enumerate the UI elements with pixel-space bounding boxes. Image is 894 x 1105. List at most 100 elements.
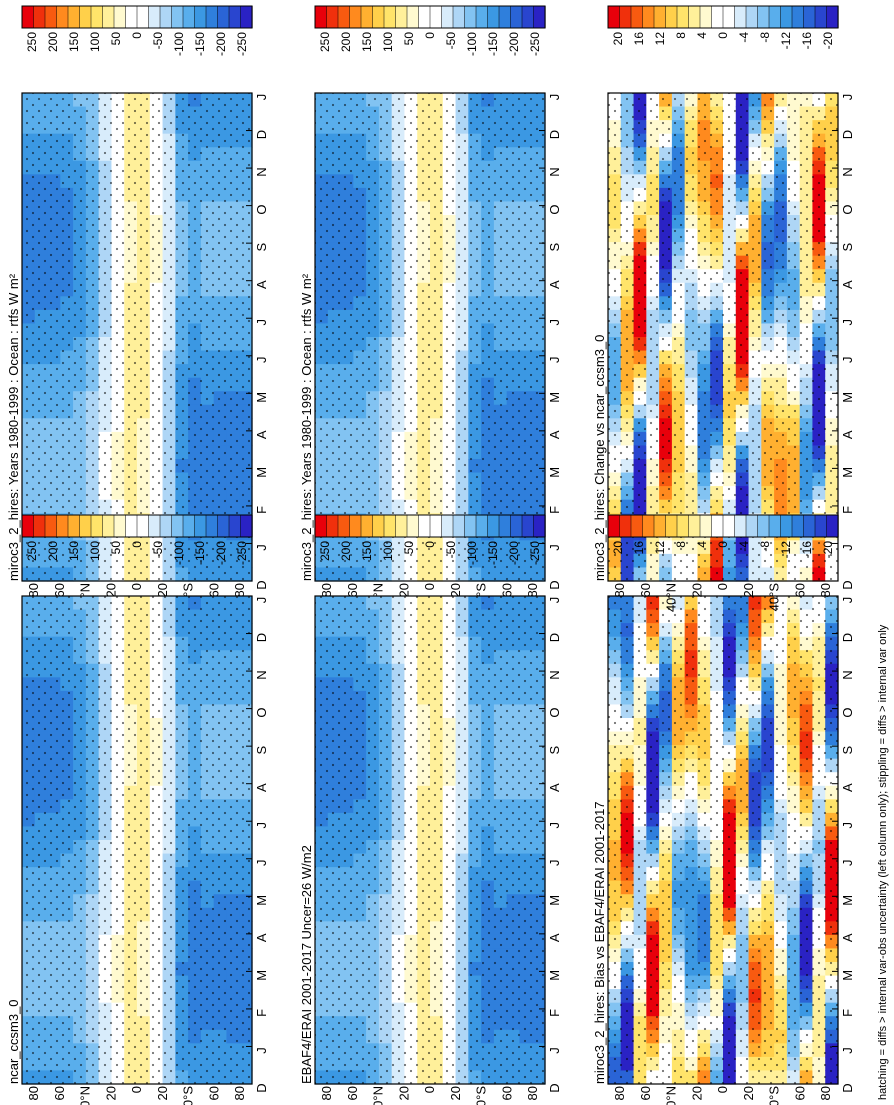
colorbar-label: 250 <box>318 32 332 52</box>
colorbar-label: -50 <box>151 541 165 559</box>
colorbar-swatch <box>349 5 362 29</box>
colorbar-swatch <box>441 5 454 29</box>
month-tick-label: A <box>547 783 562 792</box>
latitude-tick-label: 40°S <box>767 1086 782 1105</box>
latitude-tick-label: 0 <box>129 1086 144 1093</box>
month-tick-label: M <box>547 467 562 478</box>
colorbar-label: 100 <box>88 541 102 561</box>
colorbar-label: -8 <box>758 541 772 552</box>
month-tick-label: J <box>547 94 562 101</box>
latitude-tick-label: 60 <box>52 1086 67 1100</box>
month-tick-label: M <box>547 392 562 403</box>
colorbar-swatch <box>757 514 770 538</box>
colorbar-label: -16 <box>800 32 814 50</box>
month-tick-label: J <box>840 822 855 829</box>
colorbar-swatch <box>125 514 138 538</box>
colorbar-swatch <box>665 514 678 538</box>
colorbar-swatch <box>182 5 196 29</box>
month-tick-label: O <box>547 708 562 718</box>
colorbar-swatch <box>171 514 184 538</box>
colorbar-swatch <box>67 514 81 538</box>
latitude-tick-label: 20 <box>396 583 411 597</box>
month-tick-label: J <box>254 597 269 604</box>
colorbar-swatch <box>90 514 104 538</box>
month-tick-label: J <box>254 357 269 364</box>
colorbar-label: 8 <box>674 541 688 548</box>
colorbar-swatch <box>372 5 385 29</box>
colorbar-swatch <box>791 514 805 538</box>
latitude-tick-label: 80 <box>525 1086 540 1100</box>
colorbar-label: -250 <box>235 541 249 565</box>
month-tick-label: N <box>547 670 562 679</box>
colorbar-label: 150 <box>360 541 374 561</box>
colorbar-swatch <box>791 5 805 29</box>
month-tick-label: J <box>547 319 562 326</box>
month-tick-label: A <box>254 430 269 439</box>
colorbar-label: 200 <box>46 32 60 52</box>
colorbar-swatch <box>676 5 690 29</box>
colorbar-swatch <box>194 514 207 538</box>
month-tick-label: M <box>254 970 269 981</box>
latitude-tick-label: 80 <box>319 583 334 597</box>
panel-title: EBAF4/ERAI 2001-2017 Uncer=26 W/m2 <box>299 845 314 1084</box>
latitude-tick-label: 80 <box>232 583 247 597</box>
latitude-tick-label: 40°S <box>181 1086 196 1105</box>
colorbar-swatch <box>44 5 58 29</box>
latitude-tick-label: 40°N <box>664 583 679 612</box>
colorbar-swatch <box>653 5 667 29</box>
colorbar-label: -200 <box>214 541 228 565</box>
colorbar-swatch <box>630 514 644 538</box>
panel-middle-right: D J F M A M J J A S O N D J 80 60 40°N 20 0 20 40°S 60 80 ncar_… <box>6 595 269 1105</box>
month-tick-label: M <box>840 467 855 478</box>
colorbar-swatch <box>79 5 92 29</box>
colorbar-swatch <box>228 514 242 538</box>
colorbar-swatch <box>441 514 454 538</box>
colorbar-label: -20 <box>821 32 835 50</box>
latitude-tick-label: 60 <box>792 1086 807 1100</box>
stippling-overlay <box>22 93 252 581</box>
colorbar-swatch <box>205 514 219 538</box>
panel-frame <box>21 92 253 582</box>
month-tick-label: J <box>547 597 562 604</box>
colorbar-swatch <box>159 5 173 29</box>
colorbar-label: 150 <box>67 541 81 561</box>
colorbar-swatch <box>676 514 690 538</box>
colorbar-swatch <box>734 514 747 538</box>
colorbar-swatch <box>194 5 207 29</box>
month-tick-label: A <box>254 783 269 792</box>
month-tick-label: A <box>840 933 855 942</box>
latitude-tick-label: 20 <box>741 1086 756 1100</box>
month-tick-label: A <box>840 430 855 439</box>
colorbar-swatch <box>56 5 69 29</box>
latitude-tick-label: 80 <box>26 583 41 597</box>
colorbar-swatch <box>182 514 196 538</box>
month-tick-label: A <box>840 783 855 792</box>
colorbar-label: 50 <box>402 32 416 46</box>
month-tick-label: D <box>840 580 855 589</box>
latitude-tick-label: 40°N <box>371 1086 386 1105</box>
month-tick-label: N <box>547 167 562 176</box>
colorbar-main: 250 200 150 100 50 0 -50 -100 -150 -200 -250 <box>314 5 546 56</box>
colorbar-swatch <box>383 5 397 29</box>
colorbar-swatch <box>21 514 35 538</box>
colorbar-label: 0 <box>423 541 437 548</box>
colorbar-label: -20 <box>821 541 835 559</box>
month-tick-label: D <box>547 633 562 642</box>
colorbar-swatch <box>337 514 351 538</box>
colorbar-label: 100 <box>88 32 102 52</box>
month-tick-label: J <box>840 860 855 867</box>
colorbar-swatch <box>803 514 816 538</box>
colorbar-label: 0 <box>716 32 730 39</box>
colorbar-swatch <box>79 514 92 538</box>
colorbar-label: 4 <box>695 541 709 548</box>
month-tick-label: M <box>254 392 269 403</box>
latitude-tick-label: 80 <box>612 583 627 597</box>
colorbar-swatch <box>429 514 443 538</box>
latitude-tick-label: 60 <box>52 583 67 597</box>
colorbar-swatch <box>533 514 546 538</box>
colorbar-label: 8 <box>674 32 688 39</box>
month-tick-label: J <box>254 544 269 551</box>
colorbar-label: -4 <box>737 32 751 43</box>
colorbar-swatch <box>745 514 759 538</box>
colorbar-swatch <box>642 5 655 29</box>
